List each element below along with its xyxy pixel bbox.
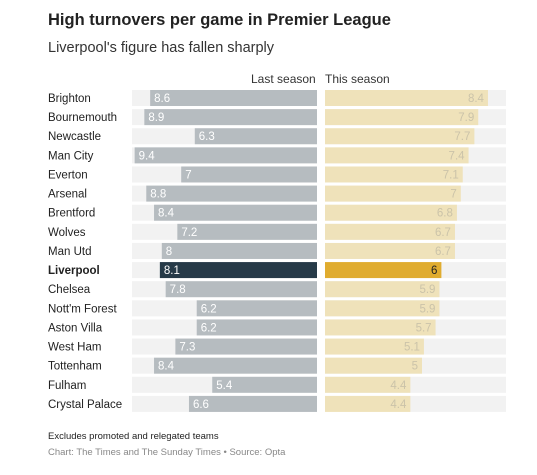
last-season-bar (146, 185, 317, 202)
last-season-bar (188, 395, 317, 412)
team-label: Man Utd (48, 246, 91, 258)
this-season-bar (325, 395, 411, 412)
this-season-value: 5 (412, 361, 418, 373)
last-season-bar (194, 128, 317, 145)
this-season-bar (325, 109, 479, 126)
this-season-value: 6.7 (435, 246, 451, 258)
this-season-value: 4.4 (390, 380, 407, 392)
source-credit: Chart: The Times and The Sunday Times • … (48, 447, 286, 458)
last-season-bar (144, 109, 317, 126)
last-season-value: 5.4 (216, 380, 233, 392)
last-season-value: 9.4 (139, 150, 156, 162)
last-season-bar (161, 242, 317, 259)
this-season-bar (325, 262, 442, 279)
last-season-bar (154, 204, 317, 221)
chart-subtitle: Liverpool's figure has fallen sharply (48, 40, 275, 56)
last-season-value: 7.3 (179, 342, 195, 354)
this-season-value: 6.8 (437, 208, 453, 220)
this-season-header: This season (325, 72, 390, 86)
this-season-value: 4.4 (390, 399, 407, 411)
last-season-bar (196, 319, 317, 336)
team-label: Chelsea (48, 284, 91, 296)
this-season-value: 7.4 (449, 150, 466, 162)
last-season-value: 8.9 (148, 112, 164, 124)
team-label: Newcastle (48, 131, 101, 143)
team-label: Wolves (48, 227, 86, 239)
last-season-bar (175, 338, 317, 355)
this-season-value: 6.7 (435, 227, 451, 239)
this-season-bar (325, 185, 461, 202)
this-season-bar (325, 166, 463, 183)
last-season-bar (159, 262, 317, 279)
this-season-value: 5.7 (416, 322, 432, 334)
last-season-value: 6.3 (199, 131, 215, 143)
last-season-header: Last season (251, 72, 316, 86)
this-season-value: 7.7 (454, 131, 470, 143)
last-season-bar (150, 90, 317, 106)
team-label: Man City (48, 150, 94, 162)
team-label: Arsenal (48, 189, 87, 201)
this-season-bar (325, 376, 411, 393)
this-season-bar (325, 338, 424, 355)
this-season-value: 7 (450, 189, 456, 201)
footnote: Excludes promoted and relegated teams (48, 431, 219, 442)
this-season-bar (325, 281, 440, 298)
chart-title: High turnovers per game in Premier Leagu… (48, 11, 391, 29)
this-season-value: 7.1 (443, 169, 459, 181)
team-label: Bournemouth (48, 112, 117, 124)
team-label: Brentford (48, 208, 95, 220)
this-season-bar (325, 128, 475, 145)
this-season-bar (325, 319, 436, 336)
this-season-bar (325, 147, 469, 164)
last-season-value: 7.8 (170, 284, 186, 296)
last-season-bar (196, 300, 317, 317)
last-season-value: 7 (185, 169, 191, 181)
last-season-value: 7.2 (181, 227, 197, 239)
this-season-value: 5.1 (404, 342, 420, 354)
last-season-value: 8.4 (158, 361, 175, 373)
this-season-bar (325, 242, 455, 259)
this-season-value: 6 (431, 265, 437, 277)
last-season-bar (181, 166, 317, 183)
team-label: Fulham (48, 380, 86, 392)
team-label: Everton (48, 169, 88, 181)
last-season-bar (212, 376, 317, 393)
this-season-value: 7.9 (458, 112, 474, 124)
team-label: West Ham (48, 342, 101, 354)
last-season-value: 8.1 (164, 265, 180, 277)
this-season-bar (325, 300, 440, 317)
team-label: Liverpool (48, 265, 100, 277)
last-season-bar (154, 357, 317, 374)
last-season-value: 8.6 (154, 93, 170, 105)
team-label: Tottenham (48, 361, 102, 373)
this-season-value: 5.9 (419, 303, 435, 315)
last-season-bar (177, 223, 317, 240)
last-season-bar (134, 147, 317, 164)
last-season-value: 8.8 (150, 189, 166, 201)
team-label: Nott'm Forest (48, 303, 117, 315)
this-season-bar (325, 90, 488, 106)
this-season-bar (325, 223, 455, 240)
last-season-value: 8 (166, 246, 172, 258)
team-label: Aston Villa (48, 322, 103, 334)
last-season-value: 8.4 (158, 208, 175, 220)
this-season-value: 5.9 (419, 284, 435, 296)
last-season-value: 6.6 (193, 399, 209, 411)
last-season-bar (165, 281, 317, 298)
last-season-value: 6.2 (201, 322, 217, 334)
team-label: Crystal Palace (48, 399, 122, 411)
this-season-bar (325, 204, 457, 221)
team-label: Brighton (48, 93, 91, 105)
last-season-value: 6.2 (201, 303, 217, 315)
this-season-bar (325, 357, 422, 374)
this-season-value: 8.4 (468, 93, 485, 105)
